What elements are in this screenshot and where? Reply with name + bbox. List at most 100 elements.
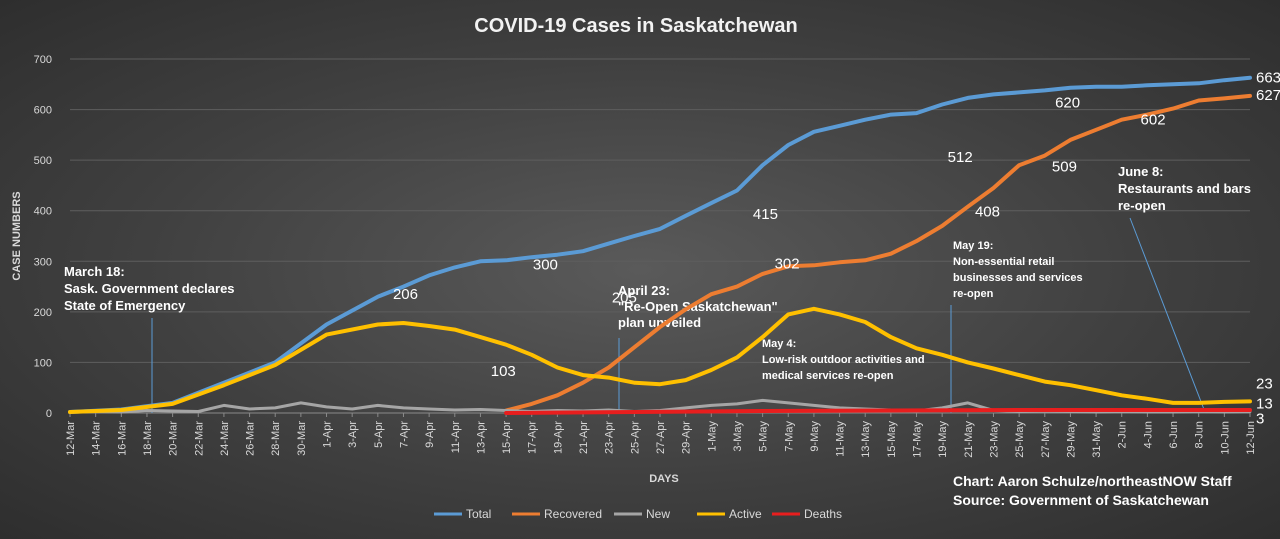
point-label: 509 [1052, 159, 1077, 176]
x-tick-label: 3-Apr [347, 421, 359, 448]
x-tick-label: 1-May [706, 421, 718, 452]
annotation-june8-line: June 8: [1118, 164, 1164, 179]
x-tick-label: 12-Jun [1245, 421, 1257, 455]
x-tick-label: 21-May [963, 421, 975, 458]
x-tick-label: 15-May [886, 421, 898, 458]
point-label: 415 [753, 206, 778, 223]
legend-label-total: Total [466, 507, 491, 521]
series-line-active [68, 306, 1252, 414]
credit-line: Source: Government of Saskatchewan [953, 492, 1209, 508]
legend-label-deaths: Deaths [804, 507, 842, 521]
x-axis-ticks: 12-Mar 14-Mar 16-Mar 18-Mar 20-Mar 22-Mar 24-M… [65, 413, 1257, 458]
x-tick-label: 16-Mar [116, 421, 128, 456]
x-tick-label: 8-Jun [1194, 421, 1206, 449]
x-tick-label: 12-Mar [65, 421, 77, 456]
x-tick-label: 25-Apr [629, 421, 641, 454]
annotation-may19-line: May 19: [953, 240, 993, 252]
x-tick-label: 6-Jun [1168, 421, 1180, 449]
x-tick-label: 26-Mar [245, 421, 257, 456]
annotation-march18-line: Sask. Government declares [64, 281, 235, 296]
series-line-total [68, 75, 1252, 414]
x-tick-label: 19-May [937, 421, 949, 458]
annotation-may19-line: businesses and services [953, 272, 1083, 284]
legend-label-recovered: Recovered [544, 507, 602, 521]
x-tick-label: 7-May [783, 421, 795, 452]
x-tick-label: 27-Apr [655, 421, 667, 454]
x-tick-label: 29-May [1065, 421, 1077, 458]
x-tick-label: 7-Apr [398, 421, 410, 448]
annotations: March 18: Sask. Government declares State … [64, 164, 1251, 413]
annotation-may19-line: Non-essential retail [953, 256, 1054, 268]
point-label: 663 [1256, 70, 1280, 87]
x-tick-label: 21-Apr [578, 421, 590, 454]
x-tick-label: 23-Apr [604, 421, 616, 454]
x-tick-label: 11-Apr [450, 421, 462, 454]
chart-title: COVID-19 Cases in Saskatchewan [474, 15, 797, 37]
point-label: 3 [1256, 410, 1264, 427]
point-label: 512 [948, 149, 973, 166]
x-tick-label: 30-Mar [296, 421, 308, 456]
x-tick-label: 11-May [835, 421, 847, 457]
annotation-may4-line: medical services re-open [762, 370, 894, 382]
series-line-deaths [504, 408, 1252, 415]
x-axis-label: DAYS [649, 473, 679, 485]
annotation-april23-line: April 23: [618, 283, 670, 298]
x-tick-label: 17-May [912, 421, 924, 458]
x-tick-label: 1-Apr [322, 421, 334, 448]
annotation-may4-line: May 4: [762, 338, 796, 350]
y-axis-ticks: 0 100 200 300 400 500 600 700 [34, 54, 52, 420]
y-tick-label: 400 [34, 206, 52, 218]
x-tick-label: 29-Apr [681, 421, 693, 454]
x-tick-label: 23-May [988, 421, 1000, 458]
x-tick-label: 9-May [809, 421, 821, 452]
x-tick-label: 9-Apr [424, 421, 436, 448]
point-label: 103 [491, 363, 516, 380]
point-label: 627 [1256, 87, 1280, 104]
y-tick-label: 0 [46, 408, 52, 420]
annotation-march18-line: March 18: [64, 264, 125, 279]
x-tick-label: 19-Apr [552, 421, 564, 454]
legend: Total Recovered New Active Deaths [434, 507, 842, 521]
annotation-april23-line: "Re-Open Saskatchewan" [618, 299, 778, 314]
x-tick-label: 27-May [1040, 421, 1052, 458]
x-tick-label: 25-May [1014, 421, 1026, 458]
series-lines [68, 75, 1252, 415]
point-label: 302 [775, 255, 800, 272]
y-tick-label: 300 [34, 256, 52, 268]
credit: Chart: Aaron Schulze/northeastNOW Staff S… [953, 473, 1232, 508]
x-tick-label: 31-May [1091, 421, 1103, 458]
x-tick-label: 18-Mar [142, 421, 154, 456]
point-label: 206 [393, 286, 418, 303]
annotation-leader-june8 [1129, 217, 1206, 413]
point-label: 13 [1256, 395, 1273, 412]
x-tick-label: 20-Mar [168, 421, 180, 456]
credit-line: Chart: Aaron Schulze/northeastNOW Staff [953, 473, 1232, 489]
y-tick-label: 100 [34, 357, 52, 369]
x-tick-label: 17-Apr [527, 421, 539, 454]
legend-label-active: Active [729, 507, 762, 521]
y-tick-label: 200 [34, 307, 52, 319]
x-tick-label: 14-Mar [91, 421, 103, 456]
point-label: 300 [533, 256, 558, 273]
point-label: 408 [975, 204, 1000, 221]
x-tick-label: 2-Jun [1117, 421, 1129, 449]
x-tick-label: 4-Jun [1142, 421, 1154, 449]
y-axis-label: CASE NUMBERS [11, 191, 23, 280]
annotation-april23-line: plan unveiled [618, 315, 701, 330]
x-tick-label: 22-Mar [193, 421, 205, 456]
x-tick-label: 15-Apr [501, 421, 513, 454]
x-tick-label: 28-Mar [270, 421, 282, 456]
y-tick-label: 600 [34, 105, 52, 117]
y-tick-label: 500 [34, 155, 52, 167]
x-tick-label: 24-Mar [219, 421, 231, 456]
x-tick-label: 5-May [758, 421, 770, 452]
point-label: 602 [1141, 112, 1166, 129]
annotation-june8-line: Restaurants and bars [1118, 181, 1251, 196]
point-label: 205 [612, 289, 637, 306]
annotation-march18-line: State of Emergency [64, 298, 186, 313]
x-tick-label: 10-Jun [1219, 421, 1231, 455]
x-tick-label: 3-May [732, 421, 744, 452]
point-label: 23 [1256, 375, 1273, 392]
